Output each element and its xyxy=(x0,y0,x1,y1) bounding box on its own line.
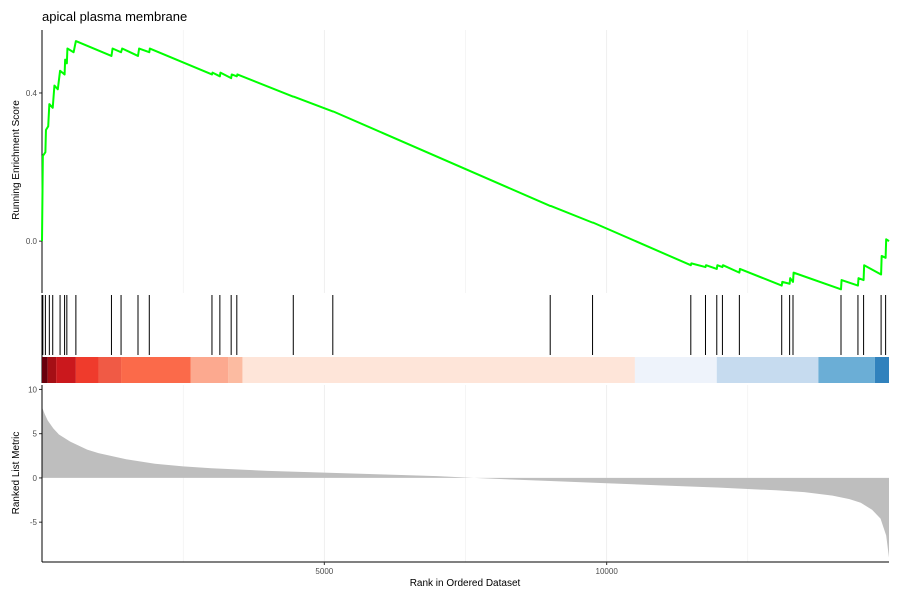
rank-bar-segment xyxy=(98,357,122,383)
gene-hit-marks xyxy=(42,295,887,355)
running-score-axis-label: Running Enrichment Score xyxy=(11,100,22,220)
ranked-list-metric-area xyxy=(42,407,889,558)
rank-bar-segment xyxy=(634,357,717,383)
chart-title: apical plasma membrane xyxy=(42,9,187,24)
rank-color-bar xyxy=(42,357,889,383)
rank-bar-segment xyxy=(242,357,635,383)
y-tick-label: 5 xyxy=(33,430,38,439)
ranked-metric-axis-label: Ranked List Metric xyxy=(11,432,22,515)
rank-bar-segment xyxy=(874,357,889,383)
x-axis-label: Rank in Ordered Dataset xyxy=(410,578,521,589)
running-score-grid xyxy=(182,30,749,293)
rank-bar-segment xyxy=(47,357,57,383)
y-tick-label: 0.4 xyxy=(26,89,38,98)
x-axis-ticks: 5000 10000 xyxy=(315,562,618,576)
ranked-metric-y-ticks: -5 0 5 10 xyxy=(28,385,42,527)
running-score-panel: 0.0 0.4 Running Enrichment Score xyxy=(11,30,890,293)
rank-bar-segment xyxy=(716,357,819,383)
rank-bar-segment xyxy=(228,357,243,383)
x-tick-label: 10000 xyxy=(596,567,619,576)
rank-bar-segment xyxy=(818,357,875,383)
ranked-metric-panel: -5 0 5 10 5000 10000 Ranked List Metric Rank… xyxy=(11,385,889,589)
gene-hit-panel xyxy=(41,295,889,383)
rank-bar-segment xyxy=(42,357,48,383)
rank-bar-segment xyxy=(56,357,76,383)
y-tick-label: -5 xyxy=(30,518,38,527)
y-tick-label: 0 xyxy=(33,474,38,483)
y-tick-label: 0.0 xyxy=(26,237,38,246)
rank-bar-segment xyxy=(75,357,99,383)
rank-bar-segment xyxy=(121,357,191,383)
x-tick-label: 5000 xyxy=(315,567,333,576)
running-enrichment-score-line xyxy=(41,40,890,291)
rank-bar-segment xyxy=(190,357,229,383)
y-tick-label: 10 xyxy=(28,385,37,394)
running-score-y-ticks: 0.0 0.4 xyxy=(26,89,42,246)
